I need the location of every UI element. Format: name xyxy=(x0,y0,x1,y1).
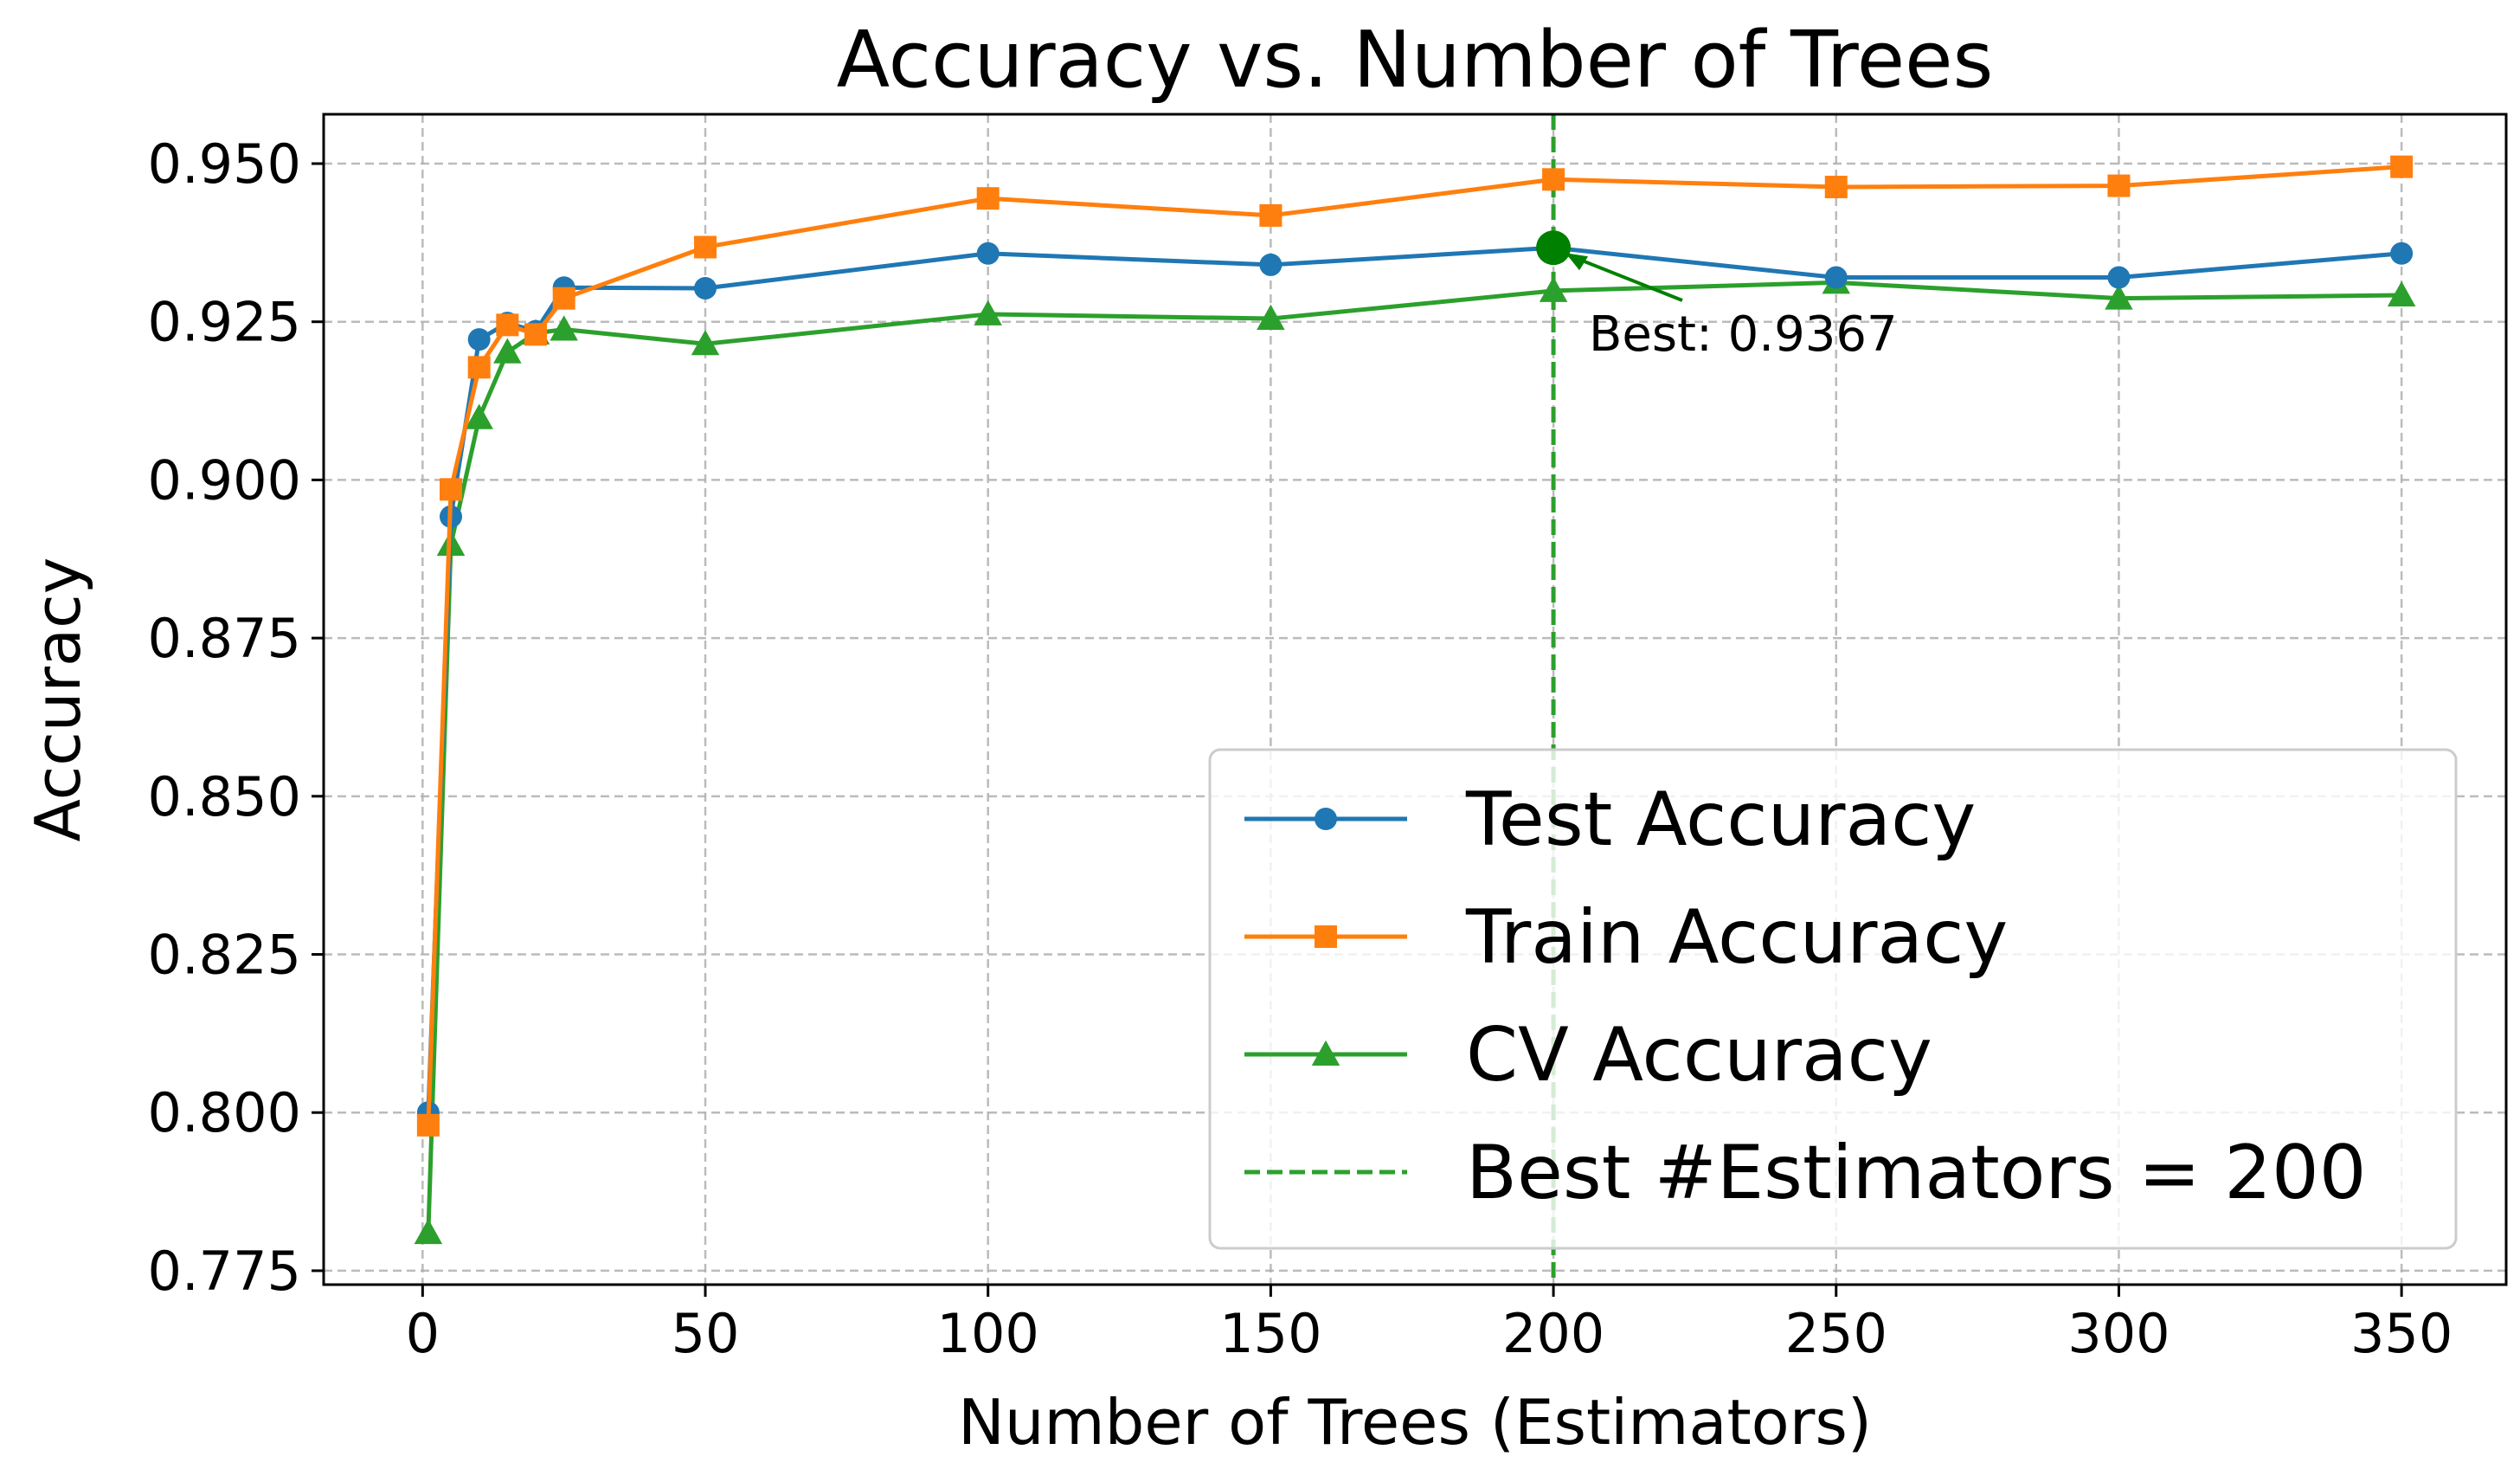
train-accuracy-point xyxy=(1259,203,1282,227)
cv-accuracy-point xyxy=(2387,280,2416,307)
train-accuracy-point xyxy=(440,478,463,501)
test-accuracy-point xyxy=(1259,253,1282,276)
legend-marker-cv-accuracy xyxy=(1311,1040,1340,1066)
legend-label-best-estimators-200: Best #Estimators = 200 xyxy=(1466,1130,2366,1216)
y-tick-label: 0.850 xyxy=(148,765,302,828)
x-tick-label: 0 xyxy=(406,1302,440,1365)
cv-accuracy-point xyxy=(1539,276,1568,302)
annotation-layer: Best: 0.9367 xyxy=(1536,230,1898,363)
best-point-marker xyxy=(1536,230,1572,266)
legend-label-train-accuracy: Train Accuracy xyxy=(1465,894,2008,981)
x-tick-label: 100 xyxy=(937,1302,1039,1365)
y-axis-title: Accuracy xyxy=(22,557,94,842)
test-accuracy-point xyxy=(2390,242,2414,265)
best-annotation-label: Best: 0.9367 xyxy=(1589,306,1898,363)
train-accuracy-point xyxy=(976,187,1000,210)
train-accuracy-point xyxy=(694,235,717,259)
cv-accuracy-point xyxy=(550,315,578,341)
test-accuracy-point xyxy=(1824,266,1848,289)
cv-accuracy-point xyxy=(465,403,493,429)
train-accuracy-point xyxy=(2390,155,2414,178)
y-tick-label: 0.775 xyxy=(148,1240,302,1303)
test-accuracy-point xyxy=(694,276,717,300)
cv-accuracy-point xyxy=(2105,284,2133,310)
legend-box xyxy=(1208,748,2458,1250)
plot-frame xyxy=(322,113,2508,1286)
axis-ticks: 0 50 100 150 200 250 300 350 0.775 0.800 0.825 0.85… xyxy=(148,132,2453,1365)
x-tick-label: 350 xyxy=(2350,1302,2452,1365)
y-tick-label: 0.950 xyxy=(148,132,302,196)
y-tick-label: 0.875 xyxy=(148,607,302,670)
cv-accuracy-point xyxy=(691,330,720,356)
chart-title: Accuracy vs. Number of Trees xyxy=(837,15,1994,106)
annotation-arrow xyxy=(1566,253,1683,302)
x-tick-label: 200 xyxy=(1502,1302,1604,1365)
x-axis-title: Number of Trees (Estimators) xyxy=(958,1386,1872,1459)
train-accuracy-point xyxy=(2107,174,2131,197)
legend-label-cv-accuracy: CV Accuracy xyxy=(1466,1012,1932,1099)
train-accuracy-point xyxy=(416,1113,440,1137)
x-tick-label: 300 xyxy=(2067,1302,2170,1365)
y-tick-label: 0.925 xyxy=(148,291,302,354)
cv-accuracy-point xyxy=(414,1218,443,1245)
y-tick-label: 0.900 xyxy=(148,448,302,512)
cv-accuracy-point xyxy=(974,300,1002,325)
legend-marker-test-accuracy xyxy=(1315,808,1337,830)
x-tick-label: 50 xyxy=(672,1302,740,1365)
train-accuracy-series xyxy=(416,155,2414,1137)
legend-label-test-accuracy: Test Accuracy xyxy=(1465,776,1976,863)
test-accuracy-point xyxy=(467,328,491,351)
train-accuracy-point xyxy=(467,356,491,379)
test-accuracy-point xyxy=(976,242,1000,265)
x-tick-label: 250 xyxy=(1785,1302,1887,1365)
cv-accuracy-point xyxy=(1257,304,1285,331)
series-layer xyxy=(414,155,2416,1245)
train-accuracy-point xyxy=(552,287,575,310)
x-tick-label: 150 xyxy=(1219,1302,1321,1365)
test-accuracy-point xyxy=(2107,266,2131,289)
y-tick-label: 0.825 xyxy=(148,924,302,987)
train-accuracy-point xyxy=(524,323,548,346)
train-accuracy-point xyxy=(1542,168,1565,191)
annotation-arrow-head xyxy=(1565,253,1589,271)
train-accuracy-point xyxy=(1824,176,1848,199)
y-tick-label: 0.800 xyxy=(148,1081,302,1144)
legend: Test Accuracy Train Accuracy CV Accuracy Be… xyxy=(1208,748,2458,1250)
legend-marker-train-accuracy xyxy=(1315,925,1337,948)
train-accuracy-point xyxy=(496,313,519,337)
cv-accuracy-point xyxy=(493,338,522,364)
